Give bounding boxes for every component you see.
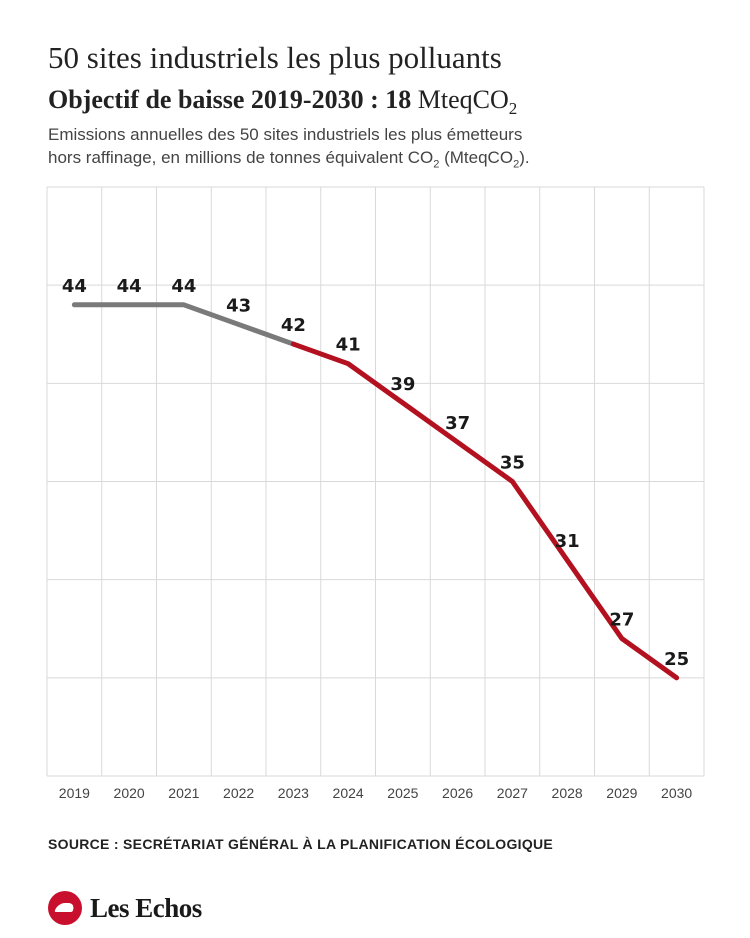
chart-x-axis: 2019 2020 2021 2022 2023 2024 2025 2026 2027 2028… [59, 785, 693, 801]
chart-grid [46, 186, 705, 777]
data-label: 44 [117, 276, 142, 297]
subtitle-objective: Objectif de baisse 2019-2030 : 18 [48, 85, 412, 114]
x-tick-label: 2023 [278, 785, 309, 801]
les-echos-logo-icon [48, 891, 82, 925]
data-label: 44 [171, 276, 196, 297]
data-label: 37 [445, 413, 470, 434]
data-label: 42 [281, 315, 306, 336]
source-note: SOURCE : SECRÉTARIAT GÉNÉRAL À LA PLANIF… [48, 836, 554, 852]
desc-line-2a: hors raffinage, en millions de tonnes éq… [48, 148, 434, 167]
x-tick-label: 2026 [442, 785, 473, 801]
line-chart: 44 44 44 43 42 41 39 37 35 31 27 25 2019 2020 2021 202… [46, 186, 705, 801]
x-tick-label: 2030 [661, 785, 692, 801]
chart-description: Emissions annuelles des 50 sites industr… [48, 123, 698, 176]
desc-line-1: Emissions annuelles des 50 sites industr… [48, 125, 523, 144]
x-tick-label: 2028 [552, 785, 583, 801]
brand-logo: Les Echos [48, 888, 202, 928]
data-label: 44 [62, 276, 87, 297]
x-tick-label: 2019 [59, 785, 90, 801]
x-tick-label: 2024 [333, 785, 364, 801]
data-label: 39 [390, 374, 415, 395]
desc-line-2c: ). [519, 148, 530, 167]
x-tick-label: 2025 [387, 785, 418, 801]
x-tick-label: 2020 [114, 785, 145, 801]
data-label: 27 [609, 610, 634, 631]
subtitle-unit: MteqCO [417, 85, 509, 114]
data-label: 25 [664, 649, 689, 670]
subtitle-unit-subscript: 2 [508, 99, 518, 119]
x-tick-label: 2022 [223, 785, 254, 801]
chart-series [71, 302, 680, 681]
series-line [290, 341, 680, 681]
chart-data-labels: 44 44 44 43 42 41 39 37 35 31 27 25 [62, 276, 689, 670]
desc-sub-2: 2 [513, 158, 520, 171]
data-label: 41 [336, 335, 361, 356]
brand-name: Les Echos [90, 892, 202, 923]
data-label: 31 [555, 531, 580, 552]
desc-sub-1: 2 [433, 158, 440, 171]
chart-subtitle: Objectif de baisse 2019-2030 : 18 MteqCO… [48, 84, 517, 125]
data-label: 43 [226, 295, 251, 316]
x-tick-label: 2027 [497, 785, 528, 801]
desc-line-2b: (MteqCO [439, 148, 514, 167]
chart-title: 50 sites industriels les plus polluants [48, 40, 502, 75]
series-line [71, 302, 296, 347]
x-tick-label: 2029 [606, 785, 637, 801]
x-tick-label: 2021 [168, 785, 199, 801]
data-label: 35 [500, 453, 525, 474]
